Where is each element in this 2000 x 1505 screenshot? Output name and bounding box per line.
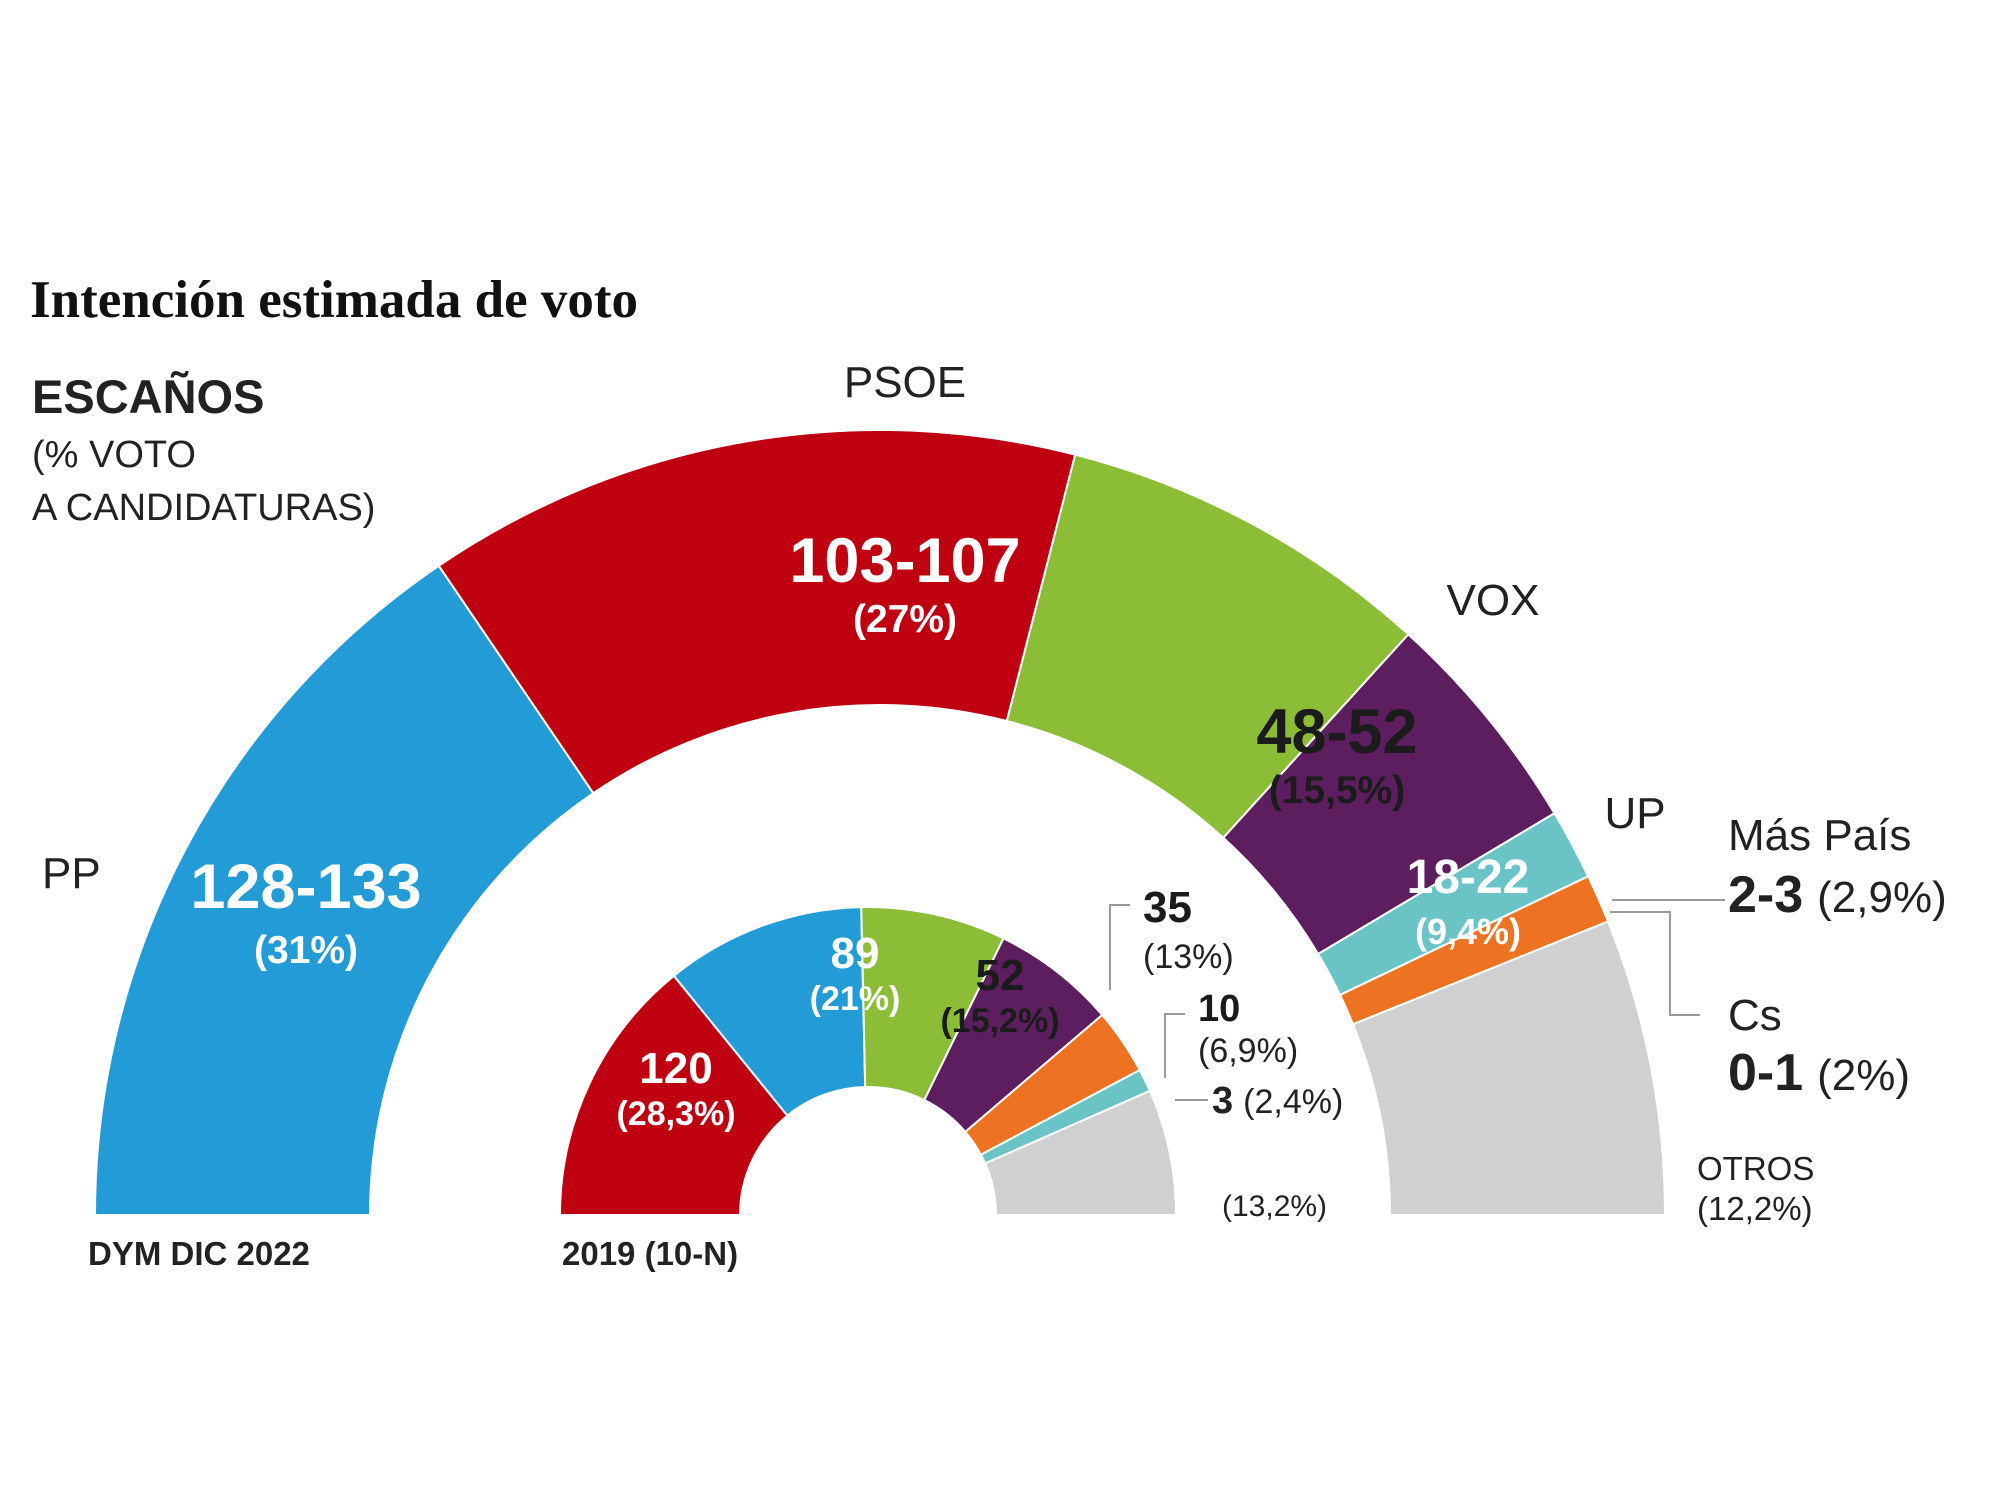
label-cs-pct: (2%) bbox=[1817, 1051, 1910, 1100]
label-mas-pais-pct: (2,9%) bbox=[1817, 873, 1947, 922]
leader-line-cs bbox=[1610, 911, 1700, 1016]
outer-slice-pp bbox=[93, 564, 595, 1216]
label-up-pct: (9,4%) bbox=[1415, 911, 1521, 952]
label-mas-pais-values: 2-3 (2,9%) bbox=[1728, 866, 1947, 924]
label-2019-up-seats: 35 bbox=[1143, 883, 1192, 932]
inner-hemicycle bbox=[558, 906, 1178, 1216]
outer-slice-otros bbox=[1351, 920, 1667, 1216]
label-psoe-pct: (27%) bbox=[853, 598, 957, 641]
label-cs-values: 0-1 (2%) bbox=[1728, 1044, 1910, 1102]
label-otros-name: OTROS bbox=[1697, 1150, 1814, 1187]
label-outer-source: DYM DIC 2022 bbox=[88, 1235, 310, 1272]
inner-slice-pp bbox=[672, 906, 867, 1118]
chart-subtitle: ESCAÑOS bbox=[32, 370, 264, 423]
label-2019-cs-pct: (6,9%) bbox=[1198, 1032, 1298, 1070]
label-mas-pais-seats: 2-3 bbox=[1728, 866, 1803, 924]
leader-line-2019-cs bbox=[1164, 1013, 1185, 1078]
label-2019-mas-pais-values: 3 (2,4%) bbox=[1212, 1080, 1343, 1122]
label-2019-mas-pais-pct: (2,4%) bbox=[1243, 1083, 1343, 1121]
label-pp-pct: (31%) bbox=[254, 929, 358, 972]
label-2019-cs-seats: 10 bbox=[1198, 988, 1240, 1030]
outer-hemicycle bbox=[93, 429, 1667, 1216]
label-mas-pais-name: Más País bbox=[1728, 811, 1911, 860]
label-cs-seats: 0-1 bbox=[1728, 1044, 1803, 1102]
label-2019-psoe-seats: 120 bbox=[639, 1044, 712, 1093]
label-psoe-name: PSOE bbox=[844, 358, 966, 407]
chart-subtitle-line3: A CANDIDATURAS) bbox=[32, 487, 375, 529]
label-2019-otros-pct: (13,2%) bbox=[1222, 1190, 1327, 1223]
inner-slice-otros bbox=[983, 1089, 1178, 1216]
chart-subtitle-line2: (% VOTO bbox=[32, 434, 196, 476]
label-up-name: UP bbox=[1604, 789, 1665, 838]
label-2019-psoe-pct: (28,3%) bbox=[616, 1095, 735, 1133]
outer-slice-psoe bbox=[437, 429, 1077, 795]
chart-title: Intención estimada de voto bbox=[30, 271, 638, 329]
label-2019-vox-pct: (15,2%) bbox=[940, 1002, 1059, 1040]
label-up-seats: 18-22 bbox=[1407, 851, 1530, 904]
label-2019-vox-seats: 52 bbox=[976, 951, 1025, 1000]
label-2019-mas-pais-seats: 3 bbox=[1212, 1080, 1233, 1122]
label-pp-seats: 128-133 bbox=[190, 852, 421, 922]
inner-slice-psoe bbox=[558, 974, 789, 1216]
label-otros-pct: (12,2%) bbox=[1697, 1190, 1813, 1227]
label-vox-seats: 48-52 bbox=[1256, 697, 1417, 767]
label-vox-name: VOX bbox=[1447, 576, 1540, 625]
label-2019-pp-pct: (21%) bbox=[810, 980, 901, 1018]
leader-line-2019-up bbox=[1109, 904, 1130, 990]
label-vox-pct: (15,5%) bbox=[1269, 769, 1406, 812]
label-inner-source: 2019 (10-N) bbox=[562, 1235, 738, 1272]
leader-lines bbox=[1109, 899, 1725, 1101]
label-cs-name: Cs bbox=[1728, 991, 1782, 1040]
label-2019-up-pct: (13%) bbox=[1143, 938, 1234, 976]
label-psoe-seats: 103-107 bbox=[789, 526, 1020, 596]
label-2019-pp-seats: 89 bbox=[831, 929, 880, 978]
label-pp-name: PP bbox=[42, 849, 101, 898]
